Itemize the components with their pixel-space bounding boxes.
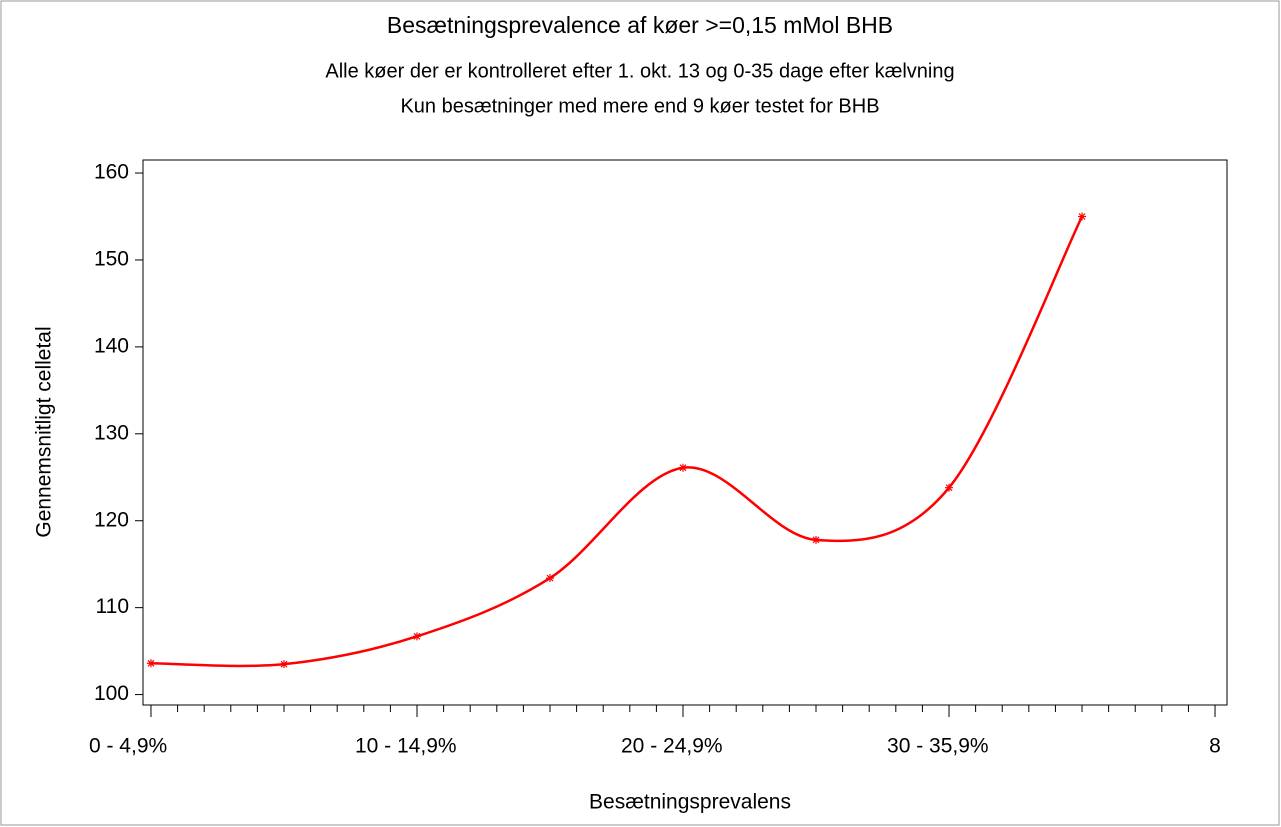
point-marker [545, 574, 554, 583]
x-tick-label: 10 - 14,9% [355, 735, 457, 758]
x-tick-label: 30 - 35,9% [887, 735, 989, 758]
point-marker [1078, 212, 1087, 221]
series-line [150, 215, 1084, 668]
y-tick-label: 140 [94, 334, 129, 357]
point-marker [146, 659, 155, 668]
plot-frame [142, 159, 1228, 706]
y-tick-label: 130 [94, 421, 129, 444]
chart-subtitle: Kun besætninger med mere end 9 køer test… [400, 95, 879, 117]
chart-title: Besætningsprevalence af køer >=0,15 mMol… [387, 12, 893, 38]
x-tick-label: 20 - 24,9% [621, 735, 723, 758]
x-axis-label: Besætningsprevalens [589, 791, 791, 814]
x-tick-label: 0 - 4,9% [89, 735, 167, 758]
point-marker [679, 463, 688, 472]
x-tick-label: 8 [1209, 735, 1221, 758]
point-marker [412, 632, 421, 641]
y-tick-label: 110 [96, 595, 129, 618]
point-marker [812, 535, 821, 544]
y-tick-label: 150 [94, 248, 129, 271]
y-tick-label: 120 [94, 508, 129, 531]
y-tick-label: 160 [94, 161, 129, 184]
chart-subtitle: Alle køer der er kontrolleret efter 1. o… [325, 60, 954, 82]
point-marker [279, 660, 288, 669]
y-tick-label: 100 [94, 682, 129, 705]
y-axis-label: Gennemsnitligt celletal [33, 326, 56, 537]
point-marker [945, 483, 954, 492]
